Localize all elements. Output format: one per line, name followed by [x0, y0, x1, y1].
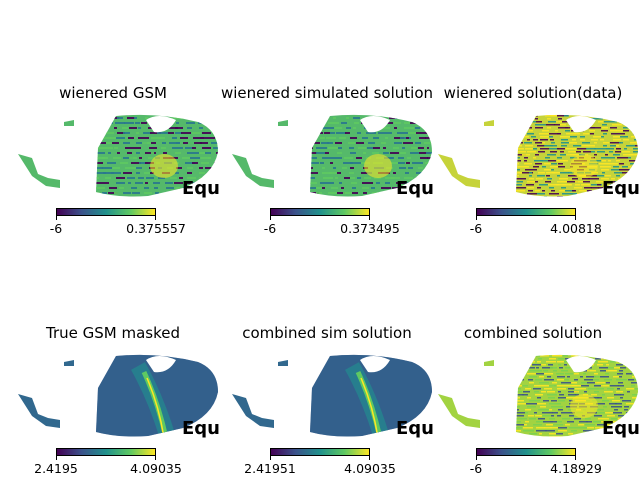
- masked-hole: [360, 356, 390, 373]
- sky-fragment-1: [64, 360, 74, 366]
- colorbar: [56, 448, 156, 456]
- colorbar-max-label: 4.00818: [550, 221, 602, 236]
- colorbar-tick-max: [369, 216, 370, 220]
- sky-fragment-0: [18, 154, 60, 188]
- masked-hole: [146, 116, 176, 133]
- colorbar-tick-min: [476, 216, 477, 220]
- colorbar-max-label: 0.375557: [126, 221, 186, 236]
- sky-map: [18, 348, 220, 440]
- coord-label: Equ: [396, 178, 434, 199]
- map-panel-2: wienered solution(data) Equ -6 4.00818: [426, 84, 640, 264]
- coord-label: Equ: [182, 418, 220, 439]
- sky-map-svg: [232, 354, 432, 437]
- colorbar-min-label: -6: [469, 221, 483, 236]
- sky-map: [438, 108, 640, 200]
- map-panel-4: combined sim solution Equ 2.41951 4.0903…: [220, 324, 434, 504]
- colorbar-min-label: -6: [263, 221, 277, 236]
- sky-map-svg: [438, 354, 638, 437]
- masked-hole: [566, 116, 596, 133]
- colorbar-tick-max: [575, 456, 576, 460]
- sky-fragment-0: [232, 394, 274, 428]
- panel-title: wienered simulated solution: [220, 84, 433, 102]
- map-panel-5: combined solution Equ -6 4.18929: [426, 324, 640, 504]
- sky-fragment-1: [278, 120, 288, 126]
- sky-map-svg: [438, 114, 638, 197]
- panel-title: wienered GSM: [59, 84, 167, 102]
- colorbar-min-label: 2.4195: [34, 461, 78, 476]
- map-panel-3: True GSM masked Equ 2.4195 4.09035: [6, 324, 220, 504]
- colorbar: [270, 448, 370, 456]
- colorbar: [476, 208, 576, 216]
- colorbar-max-label: 4.09035: [130, 461, 182, 476]
- masked-hole: [566, 356, 596, 373]
- colorbar-min-label: 2.41951: [244, 461, 296, 476]
- colorbar-tick-min: [270, 216, 271, 220]
- sky-fragment-0: [438, 394, 480, 428]
- sky-fragment-1: [484, 120, 494, 126]
- sky-map: [18, 108, 220, 200]
- coord-label: Equ: [602, 178, 640, 199]
- sky-map: [438, 348, 640, 440]
- coord-label: Equ: [182, 178, 220, 199]
- panel-title: combined sim solution: [242, 324, 412, 342]
- coord-label: Equ: [602, 418, 640, 439]
- sky-fragment-0: [438, 154, 480, 188]
- colorbar-tick-min: [56, 216, 57, 220]
- sky-fragment-0: [232, 154, 274, 188]
- colorbar-tick-max: [155, 216, 156, 220]
- sky-map-svg: [232, 114, 432, 197]
- colorbar-max-label: 4.09035: [344, 461, 396, 476]
- map-panel-1: wienered simulated solution Equ -6 0.373…: [220, 84, 434, 264]
- colorbar: [56, 208, 156, 216]
- colorbar-tick-max: [369, 456, 370, 460]
- sky-map-svg: [18, 114, 218, 197]
- colorbar-tick-min: [270, 456, 271, 460]
- colorbar: [476, 448, 576, 456]
- masked-hole: [360, 116, 390, 133]
- colorbar-max-label: 4.18929: [550, 461, 602, 476]
- colorbar-tick-min: [56, 456, 57, 460]
- panel-title: wienered solution(data): [443, 84, 623, 102]
- sky-fragment-1: [278, 360, 288, 366]
- sky-map: [232, 108, 434, 200]
- colorbar-min-label: -6: [469, 461, 483, 476]
- sky-map-svg: [18, 354, 218, 437]
- map-panel-0: wienered GSM Equ -6 0.375557: [6, 84, 220, 264]
- colorbar-max-label: 0.373495: [340, 221, 400, 236]
- sky-map: [232, 348, 434, 440]
- panel-title: True GSM masked: [45, 324, 180, 342]
- panel-title: combined solution: [463, 324, 603, 342]
- colorbar-tick-max: [575, 216, 576, 220]
- coord-label: Equ: [396, 418, 434, 439]
- colorbar-tick-min: [476, 456, 477, 460]
- colorbar: [270, 208, 370, 216]
- sky-fragment-1: [484, 360, 494, 366]
- masked-hole: [146, 356, 176, 373]
- colorbar-min-label: -6: [49, 221, 63, 236]
- sky-fragment-0: [18, 394, 60, 428]
- sky-fragment-1: [64, 120, 74, 126]
- colorbar-tick-max: [155, 456, 156, 460]
